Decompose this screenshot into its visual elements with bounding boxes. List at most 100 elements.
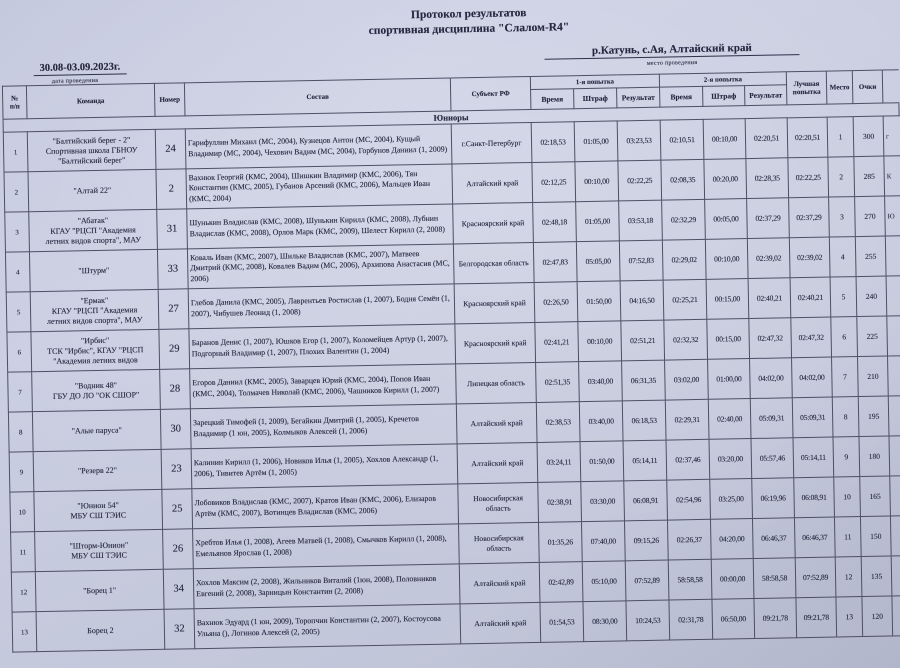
- best-attempt-cell: 02:37,29: [788, 197, 830, 238]
- region-cell: Липецкая область: [455, 362, 537, 404]
- attempt2-result-cell: 02:20,51: [745, 117, 788, 159]
- attempt1-result-cell: 06:31,35: [621, 360, 666, 401]
- region-cell: Новосибирская область: [457, 482, 539, 524]
- cutoff-edge-cell: Ю: [884, 195, 900, 237]
- points-cell: 195: [858, 396, 890, 437]
- attempt2-result-cell: 02:39,02: [747, 237, 791, 279]
- attempt2-time-cell: 02:29,31: [665, 399, 710, 441]
- team-cell: "Абатак" КГАУ "РЦСП "Академия летних вид…: [28, 209, 158, 252]
- cutoff-edge-cell: [885, 235, 900, 277]
- attempt2-penalty-cell: 00:00,00: [711, 558, 754, 600]
- attempt2-penalty-cell: 04:20,00: [710, 518, 754, 560]
- bib-number-cell: 26: [162, 528, 194, 570]
- best-attempt-cell: 02:20,51: [787, 117, 828, 158]
- attempt1-penalty-cell: 08:30,00: [582, 600, 627, 642]
- team-cell: "Балтийский берег - 2" Спортивная школа …: [27, 129, 156, 172]
- attempt1-time-cell: 02:41,21: [534, 321, 579, 363]
- best-attempt-cell: 06:46,37: [794, 517, 836, 558]
- region-cell: Алтайский край: [459, 602, 541, 644]
- best-attempt-cell: 09:21,78: [795, 596, 837, 638]
- attempt2-penalty-cell: 02:40,00: [708, 398, 752, 440]
- points-cell: 270: [854, 196, 886, 237]
- col-header-place: Место: [826, 70, 853, 105]
- attempt1-result-cell: 07:52,89: [625, 560, 669, 601]
- cutoff-edge-cell: [886, 275, 900, 317]
- points-cell: 120: [861, 595, 893, 637]
- place-cell: 8: [832, 396, 860, 438]
- attempt1-penalty-cell: 05:10,00: [582, 560, 626, 602]
- attempt2-penalty-cell: 00:15,00: [706, 278, 749, 320]
- place-cell: 11: [834, 516, 862, 558]
- attempt2-penalty-cell: 03:20,00: [709, 438, 752, 480]
- col-header-bib: Номер: [154, 82, 185, 117]
- region-cell: Алтайский край: [456, 402, 538, 444]
- attempt1-result-cell: 03:53,18: [618, 200, 663, 241]
- attempt2-time-cell: 02:32,29: [661, 199, 706, 241]
- team-cell: "Ермак" КГАУ "РЦСП "Академия летних видо…: [30, 289, 159, 332]
- row-number-cell: 3: [4, 211, 30, 253]
- points-cell: 240: [856, 276, 887, 317]
- row-number-cell: 10: [9, 491, 35, 533]
- roster-cell: Гарифуллин Михаил (МС, 2004), Кузнецов А…: [185, 123, 452, 169]
- attempt1-result-cell: 07:52,83: [619, 240, 664, 281]
- place-cell: 6: [830, 316, 858, 358]
- cutoff-edge-cell: [889, 475, 900, 516]
- bib-number-cell: 27: [158, 288, 189, 330]
- region-cell: Алтайский край: [457, 442, 538, 484]
- attempt1-time-cell: 01:54,53: [539, 601, 584, 643]
- attempt2-time-cell: 02:26,37: [667, 519, 712, 561]
- attempt1-time-cell: 02:18,53: [531, 121, 575, 163]
- team-cell: Борец 2: [36, 609, 165, 652]
- attempt1-penalty-cell: 01:05,00: [575, 200, 620, 242]
- cutoff-edge-cell: [891, 595, 900, 636]
- attempt1-penalty-cell: 03:40,00: [578, 360, 623, 402]
- attempt2-time-cell: 02:10,51: [660, 119, 704, 161]
- attempt2-time-cell: 02:08,35: [660, 159, 705, 201]
- attempt2-result-cell: 04:02,00: [749, 357, 793, 399]
- attempt2-result-cell: 02:37,29: [746, 197, 790, 239]
- attempt1-time-cell: 02:47,83: [533, 241, 578, 283]
- attempt1-time-cell: 01:35,26: [538, 521, 583, 563]
- cutoff-edge-cell: [891, 555, 900, 596]
- roster-cell: Зарецкий Тимофей (1, 2009), Бегайкин Дми…: [190, 403, 458, 449]
- region-cell: Красноярский край: [454, 322, 536, 364]
- best-attempt-cell: 05:14,11: [793, 437, 834, 478]
- bib-number-cell: 32: [164, 608, 195, 650]
- place-cell: 10: [833, 476, 861, 518]
- row-number-cell: 2: [3, 171, 29, 213]
- sub-header-time-1: Время: [530, 88, 574, 110]
- cutoff-edge-cell: [887, 355, 900, 397]
- row-number-cell: 9: [9, 451, 34, 493]
- attempt2-result-cell: 06:19,96: [751, 477, 795, 519]
- attempt2-result-cell: 05:09,31: [750, 397, 794, 439]
- points-cell: 150: [860, 515, 892, 557]
- points-cell: 210: [857, 356, 889, 397]
- attempt2-result-cell: 58:58,58: [753, 557, 796, 599]
- bib-number-cell: 34: [163, 568, 195, 610]
- attempt1-result-cell: 03:23,53: [617, 120, 661, 161]
- place-cell: 13: [835, 596, 863, 637]
- attempt1-result-cell: 02:51,21: [620, 320, 665, 361]
- attempt1-time-cell: 02:12,25: [531, 161, 576, 203]
- roster-cell: Шунькин Владислав (КМС, 2008), Шунькин К…: [186, 203, 454, 249]
- attempt2-time-cell: 02:54,96: [666, 479, 711, 521]
- region-cell: г.Санкт-Петербург: [451, 122, 532, 164]
- cutoff-edge-cell: [889, 435, 900, 476]
- region-cell: Красноярский край: [452, 202, 534, 244]
- attempt1-penalty-cell: 01:05,00: [574, 120, 618, 162]
- points-cell: 165: [859, 475, 891, 517]
- roster-cell: Калинин Кирилл (1, 2006), Новиков Илья (…: [191, 443, 458, 489]
- attempt1-time-cell: 02:26,50: [534, 281, 578, 323]
- attempt1-result-cell: 06:18,53: [622, 400, 667, 441]
- row-number-cell: 11: [10, 531, 36, 573]
- attempt1-penalty-cell: 01:50,00: [577, 280, 621, 322]
- attempt2-result-cell: 02:40,21: [748, 277, 791, 319]
- col-header-points: Очки: [852, 70, 883, 104]
- col-header-roster: Состав: [184, 77, 451, 116]
- roster-cell: Вахнюк Георгий (КМС, 2004), Шишкин Влади…: [185, 163, 453, 209]
- best-attempt-cell: 04:02,00: [791, 357, 833, 398]
- document-title: Протокол результатов спортивная дисципли…: [39, 0, 899, 45]
- place-cell: 12: [835, 556, 862, 597]
